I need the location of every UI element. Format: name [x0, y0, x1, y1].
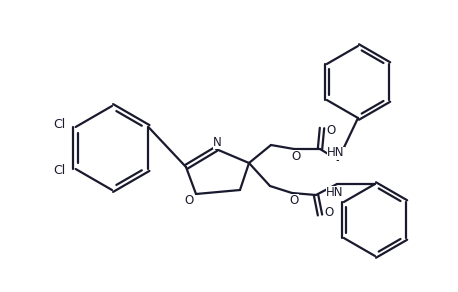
Text: O: O — [289, 194, 299, 206]
Text: O: O — [324, 206, 333, 218]
Text: HN: HN — [327, 147, 345, 159]
Text: Cl: Cl — [54, 117, 66, 131]
Text: HN: HN — [326, 185, 344, 199]
Text: N: N — [213, 135, 221, 149]
Text: O: O — [185, 194, 194, 208]
Text: O: O — [291, 150, 300, 163]
Text: O: O — [327, 124, 336, 138]
Text: Cl: Cl — [54, 164, 66, 178]
